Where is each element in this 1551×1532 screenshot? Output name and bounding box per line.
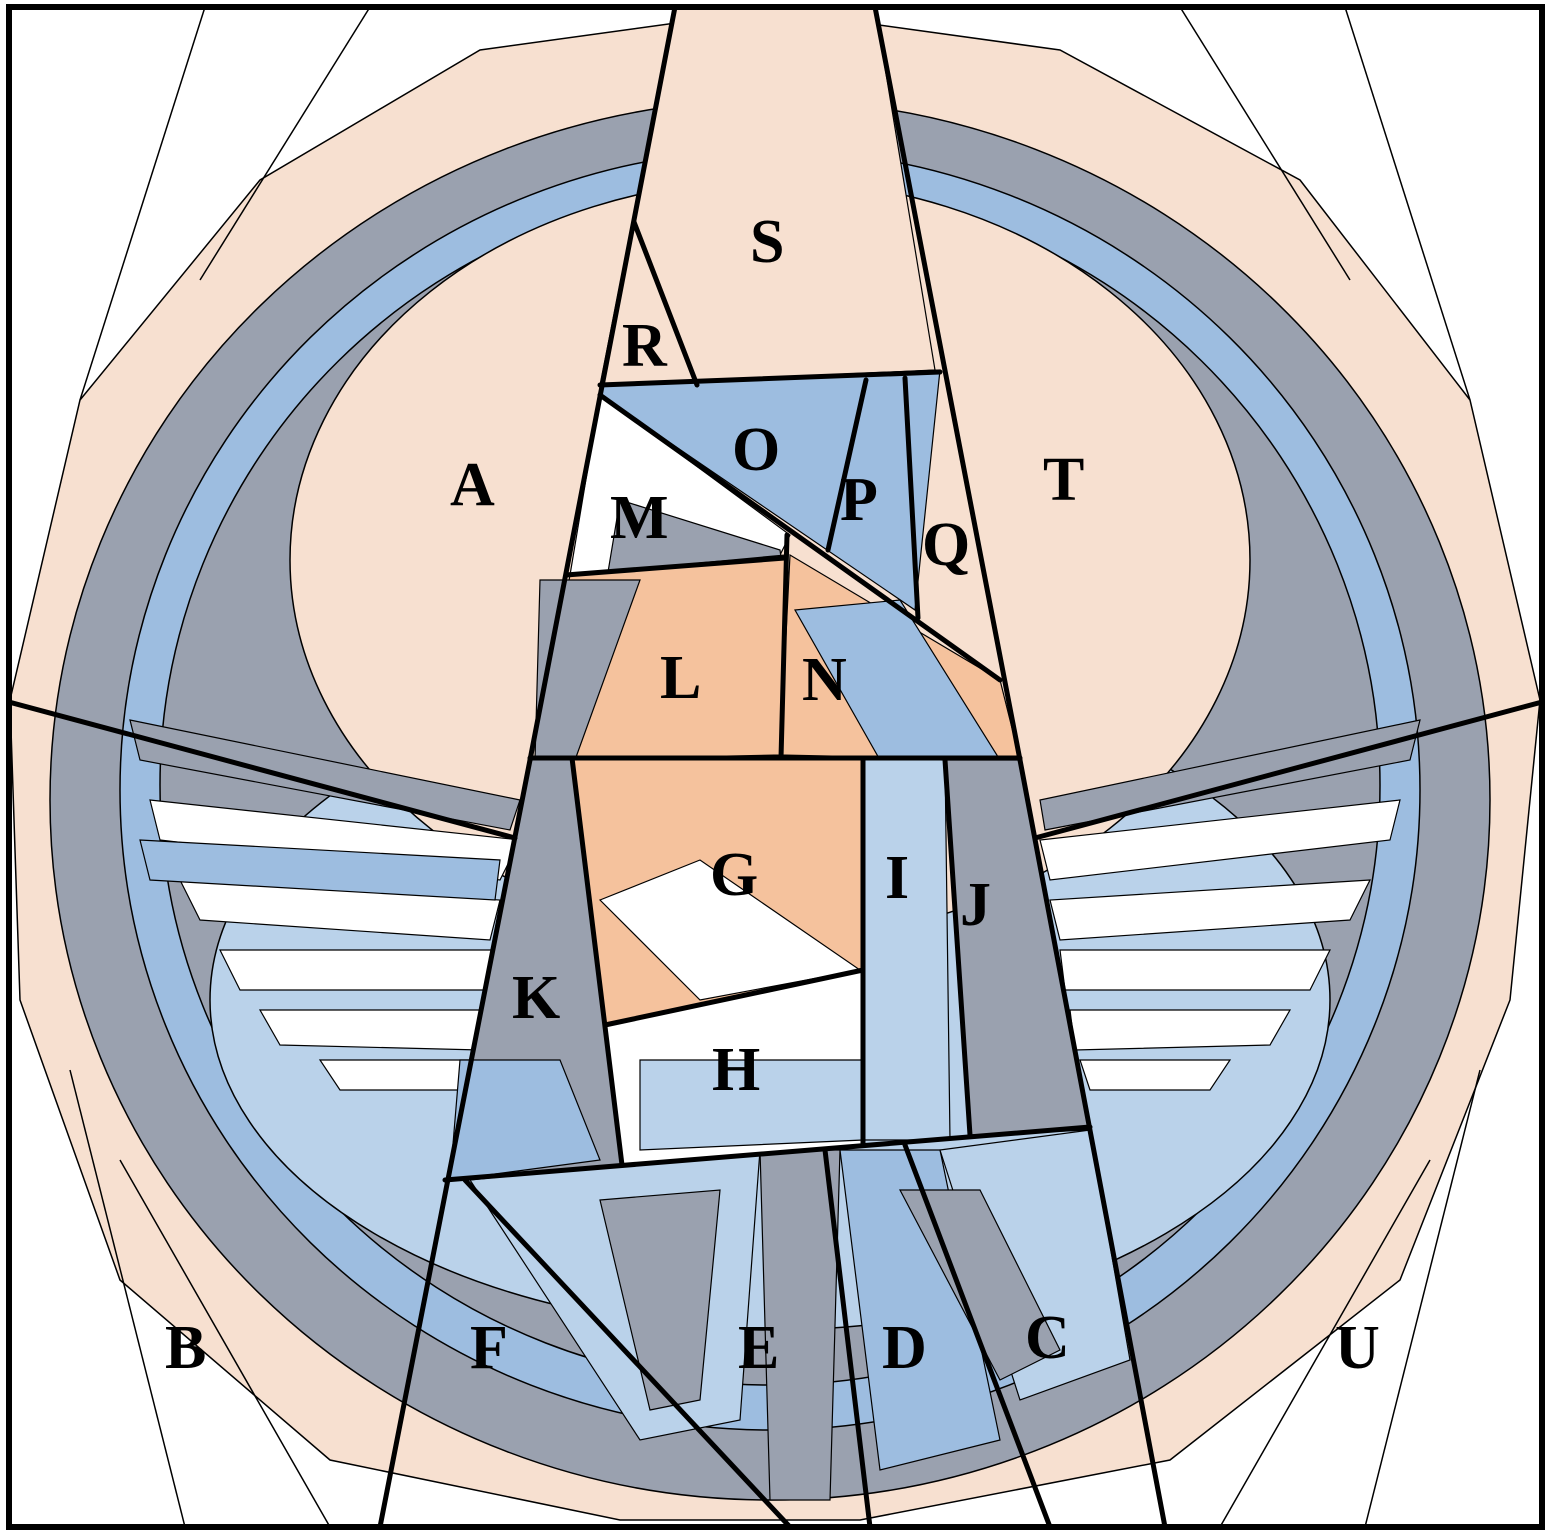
label-t: T — [1043, 446, 1084, 514]
right-wing-feathers — [1039, 719, 1421, 1091]
outer-frame — [6, 4, 1545, 1530]
label-c: C — [1025, 1304, 1070, 1372]
label-b: B — [165, 1314, 206, 1382]
label-d: D — [882, 1314, 927, 1382]
label-p: P — [840, 466, 878, 534]
label-l: L — [660, 644, 701, 712]
label-q: Q — [922, 511, 970, 579]
label-i: I — [885, 844, 909, 912]
label-e: E — [738, 1314, 779, 1382]
label-a: A — [450, 451, 495, 519]
label-j: J — [960, 871, 991, 939]
center-column — [449, 7, 1091, 1181]
label-u: U — [1335, 1314, 1380, 1382]
outer-guide-lines — [69, 7, 1481, 1527]
label-k: K — [512, 964, 560, 1032]
label-o: O — [732, 416, 780, 484]
label-g: G — [710, 841, 758, 909]
section-labels: A B C D E F G H I J K L M N O P Q R S T … — [165, 208, 1380, 1382]
label-h: H — [712, 1036, 760, 1104]
label-m: M — [610, 484, 669, 552]
label-r: R — [622, 312, 668, 380]
label-n: N — [802, 646, 847, 714]
label-f: F — [470, 1314, 508, 1382]
label-s: S — [750, 208, 784, 276]
left-wing-feathers — [129, 719, 521, 1091]
section-boundaries — [9, 7, 1542, 1527]
